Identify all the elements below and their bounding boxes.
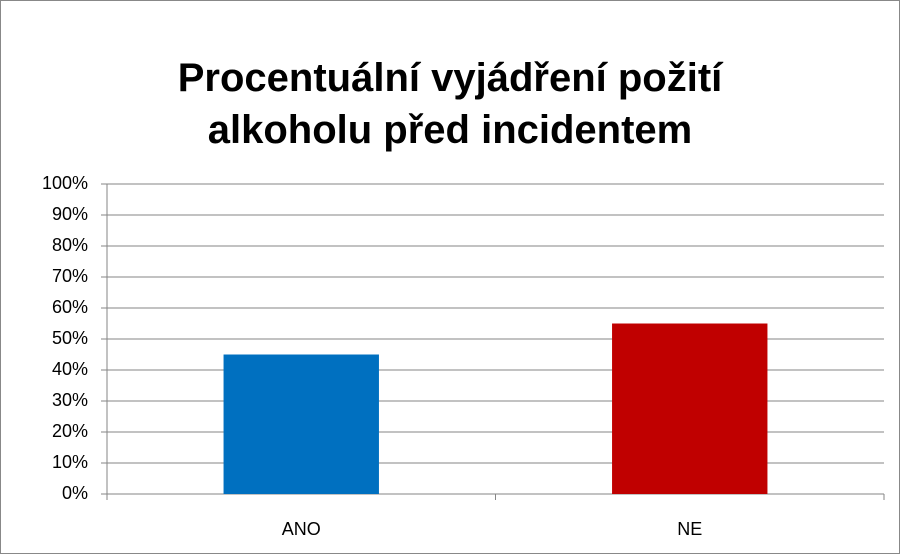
y-tick-label: 0% bbox=[62, 483, 88, 503]
y-tick-label: 90% bbox=[52, 204, 88, 224]
y-tick-label: 20% bbox=[52, 421, 88, 441]
y-tick-label: 40% bbox=[52, 359, 88, 379]
bar bbox=[223, 354, 379, 494]
x-tick-label: NE bbox=[677, 519, 702, 539]
y-tick-label: 80% bbox=[52, 235, 88, 255]
y-tick-label: 60% bbox=[52, 297, 88, 317]
x-tick-label: ANO bbox=[282, 519, 321, 539]
y-tick-label: 10% bbox=[52, 452, 88, 472]
y-tick-label: 100% bbox=[42, 173, 88, 193]
y-tick-label: 30% bbox=[52, 390, 88, 410]
y-tick-label: 50% bbox=[52, 328, 88, 348]
bar bbox=[612, 323, 768, 494]
y-tick-label: 70% bbox=[52, 266, 88, 286]
chart-title: Procentuální vyjádření požití alkoholu p… bbox=[177, 56, 723, 152]
